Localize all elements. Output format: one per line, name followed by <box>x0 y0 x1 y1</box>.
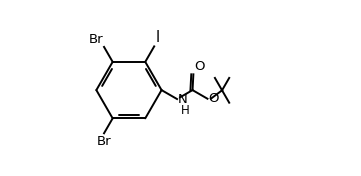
Text: I: I <box>155 30 160 45</box>
Text: H: H <box>180 104 190 117</box>
Text: O: O <box>194 60 205 73</box>
Text: O: O <box>208 92 219 105</box>
Text: Br: Br <box>88 33 103 46</box>
Text: Br: Br <box>97 135 111 148</box>
Text: N: N <box>178 93 187 106</box>
